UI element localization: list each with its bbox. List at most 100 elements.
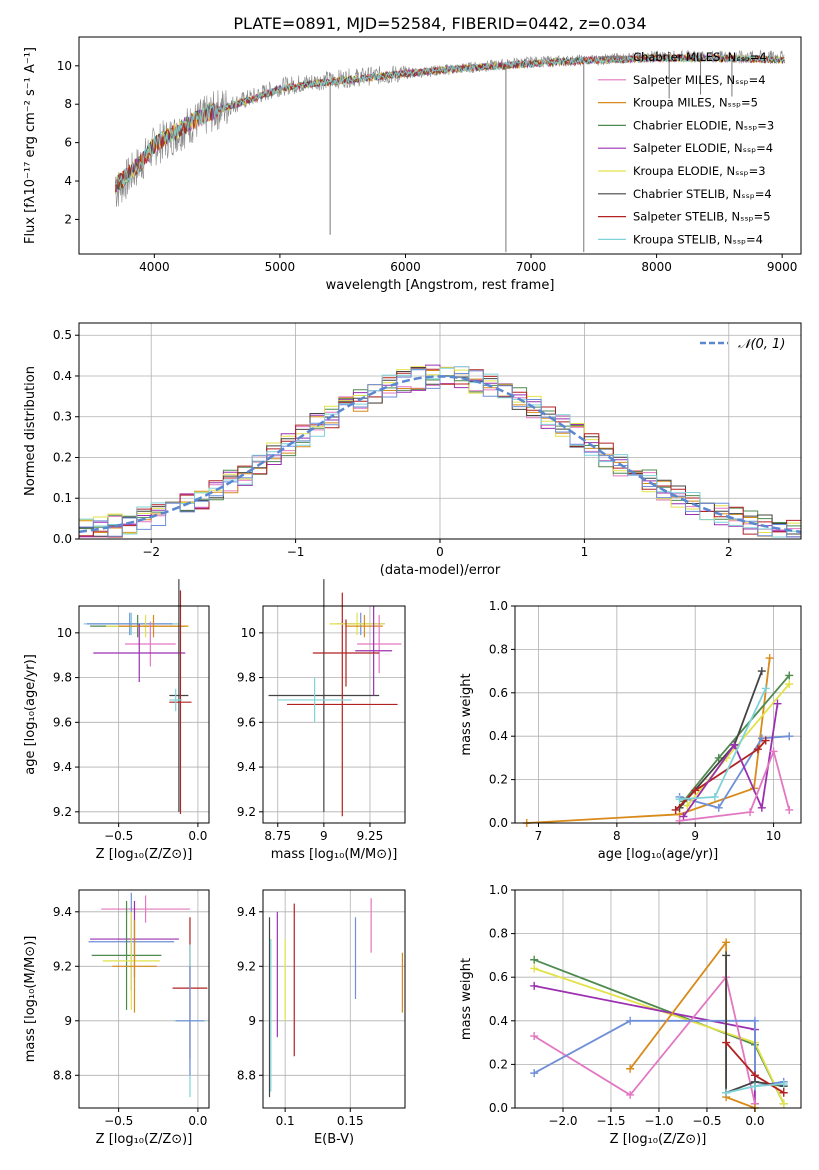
mass-weight-point-marker xyxy=(626,1064,635,1073)
y-tick-label: 10 xyxy=(57,59,72,73)
x-tick-label: 6000 xyxy=(390,260,421,274)
x-tick-label: 9.25 xyxy=(357,829,384,843)
mass-weight-point-marker xyxy=(683,801,692,810)
plot-marks xyxy=(88,892,208,1098)
y-axis-label: age [log₁₀(age/yr)] xyxy=(23,654,38,775)
mass-weight-point-marker xyxy=(765,654,774,663)
mass-weight-series-line xyxy=(533,975,756,1104)
mass-weight-point-marker xyxy=(691,786,700,795)
mass-weight-series-line xyxy=(679,735,790,809)
mass-weight-point-marker xyxy=(785,805,794,814)
y-tick-label: 9 xyxy=(64,1014,72,1028)
x-tick-label: 2 xyxy=(725,545,733,559)
y-tick-label: 9.4 xyxy=(53,760,72,774)
x-tick-label: 0.0 xyxy=(188,1114,207,1128)
x-tick-label: −2.0 xyxy=(548,1114,577,1128)
x-tick-label: −1.0 xyxy=(644,1114,673,1128)
axes-frame xyxy=(514,605,802,824)
axes-frame xyxy=(78,605,210,824)
age-vs-metallicity-panel: −0.5 0.0 9.2 9.4 9.6 9.8 10 Z [log₁₀(Z/Z⊙)] age … xyxy=(23,579,210,862)
y-tick-label: 0.4 xyxy=(489,729,508,743)
y-tick-label: 0.3 xyxy=(53,410,72,424)
y-tick-label: 9.4 xyxy=(53,905,72,919)
x-tick-label: 4000 xyxy=(139,260,170,274)
y-tick-label: 9.4 xyxy=(237,905,256,919)
mass-weight-point-marker xyxy=(722,1038,731,1047)
plot-marks xyxy=(83,579,192,815)
mass-weight-point-marker xyxy=(757,667,766,676)
y-axis-label: mass weight xyxy=(459,673,474,755)
x-tick-label: −0.5 xyxy=(692,1114,721,1128)
plot-marks xyxy=(114,49,785,253)
mass-vs-extinction-panel: 0.1 0.15 8.8 9 9.2 9.4 E(B-V) xyxy=(237,889,406,1147)
plot-marks xyxy=(268,898,403,1098)
mass-weight-point-marker xyxy=(530,1032,539,1041)
y-tick-label: 9 xyxy=(248,1014,256,1028)
mass-weight-point-marker xyxy=(750,1082,759,1091)
residual-histogram-panel: −2 −1 0 1 2 0.0 0.1 0.2 0.3 0.4 0.5 (data-model)/er… xyxy=(23,322,802,578)
residual-histogram-step xyxy=(79,366,801,538)
y-tick-label: 9.2 xyxy=(53,959,72,973)
x-axis-label: Z [log₁₀(Z/Z⊙)] xyxy=(96,847,193,862)
mass-weight-point-marker xyxy=(769,747,778,756)
x-axis-label: E(B-V) xyxy=(314,1132,354,1147)
grid-lines xyxy=(79,890,209,1108)
x-tick-label: 8000 xyxy=(641,260,672,274)
x-tick-label: 8.75 xyxy=(264,829,291,843)
mass-weight-point-marker xyxy=(761,684,770,693)
x-tick-label: 0.1 xyxy=(276,1114,295,1128)
mass-weight-point-marker xyxy=(761,736,770,745)
y-tick-label: 0.4 xyxy=(53,369,72,383)
x-tick-label: −0.5 xyxy=(104,1114,133,1128)
x-tick-label: 9 xyxy=(691,829,699,843)
y-tick-label: 2 xyxy=(64,212,72,226)
legend-entry-label: Chabrier MILES, Nₛₛₚ=4 xyxy=(633,50,767,64)
mass-weight-point-marker xyxy=(785,671,794,680)
x-axis-label: wavelength [Angstrom, rest frame] xyxy=(326,278,555,293)
mass-weight-point-marker xyxy=(714,803,723,812)
mass-weight-point-marker xyxy=(753,745,762,754)
x-axis-label: mass [log₁₀(M/M⊙)] xyxy=(271,847,398,862)
y-axis-label: Normed distribution xyxy=(23,366,38,496)
y-tick-label: 10 xyxy=(241,626,256,640)
mass-weight-point-marker xyxy=(530,964,539,973)
axes-frame xyxy=(78,36,802,255)
x-tick-label: 1 xyxy=(581,545,589,559)
y-axis-label: mass [log₁₀(M/M⊙)] xyxy=(23,936,38,1063)
y-tick-label: 0.4 xyxy=(489,1014,508,1028)
x-tick-label: 7000 xyxy=(516,260,547,274)
mass-weight-point-marker xyxy=(750,1071,759,1080)
legend-entry-label: Salpeter ELODIE, Nₛₛₚ=4 xyxy=(633,141,773,155)
plot-marks xyxy=(78,364,802,538)
mass-weight-point-marker xyxy=(779,1088,788,1097)
y-axis-label: mass weight xyxy=(459,958,474,1040)
legend-entry-label: Chabrier ELODIE, Nₛₛₚ=3 xyxy=(633,118,774,132)
axes-frame xyxy=(262,605,406,824)
mass-weight-point-marker xyxy=(779,1080,788,1089)
figure-title: PLATE=0891, MJD=52584, FIBERID=0442, z=0… xyxy=(233,14,646,33)
y-tick-label: 0.8 xyxy=(489,927,508,941)
mass-weight-point-marker xyxy=(671,805,680,814)
mass-weight-point-marker xyxy=(530,981,539,990)
mass-weight-vs-age-panel: 7 8 9 10 0.0 0.2 0.4 0.6 0.8 1.0 age [log₁₀(age/yr… xyxy=(459,599,802,862)
x-tick-label: 8 xyxy=(613,829,621,843)
x-tick-label: −0.5 xyxy=(104,829,133,843)
axes-frame xyxy=(262,889,406,1109)
y-tick-label: 8.8 xyxy=(53,1068,72,1082)
x-tick-label: 10 xyxy=(766,829,781,843)
legend-entry-label: Salpeter STELIB, Nₛₛₚ=5 xyxy=(633,210,771,224)
y-tick-label: 8 xyxy=(64,97,72,111)
model-spectrum-line xyxy=(114,53,785,193)
mass-weight-series-line xyxy=(526,657,771,824)
plot-marks xyxy=(268,579,402,817)
mass-weight-point-marker xyxy=(730,740,739,749)
y-tick-label: 0.2 xyxy=(489,1057,508,1071)
mass-weight-point-marker xyxy=(750,1016,759,1025)
y-tick-label: 0.1 xyxy=(53,491,72,505)
axes-frame xyxy=(78,889,210,1109)
y-tick-label: 0.8 xyxy=(489,642,508,656)
mass-weight-point-marker xyxy=(779,1099,788,1108)
legend-entry-label: 𝒩(0, 1) xyxy=(738,337,785,352)
mass-weight-point-marker xyxy=(626,1016,635,1025)
